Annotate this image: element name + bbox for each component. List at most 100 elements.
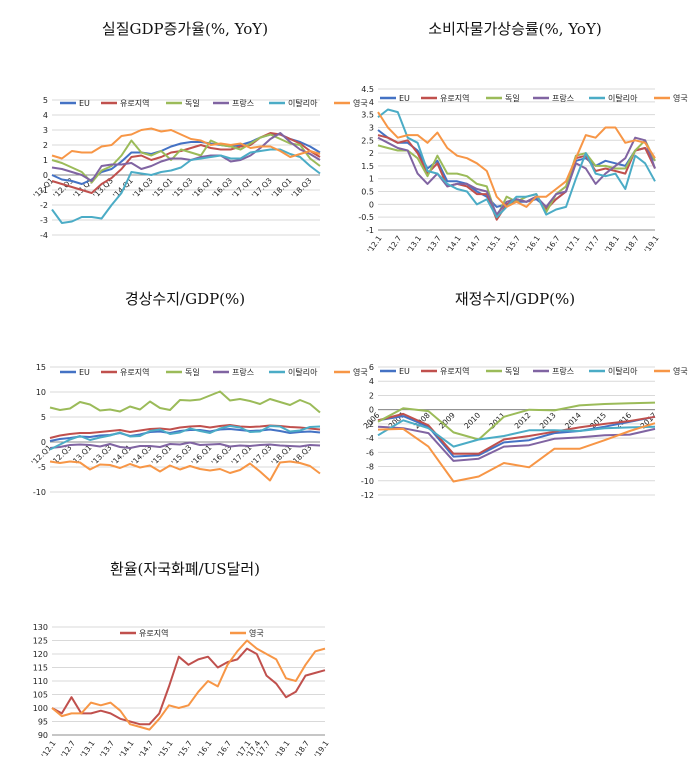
y-tick-label: 15 — [36, 363, 46, 372]
x-tick-label: '18.7 — [293, 739, 311, 760]
y-tick-label: 4 — [43, 111, 48, 120]
x-tick-label: '18.Q3 — [290, 176, 314, 200]
chart-panel-cpi: 소비자물가상승률(%, YoY) 4.5 4 3.5 3 2.5 2 1.5 1 0.5 0 -0.… — [350, 10, 687, 255]
x-tick-label: '16.Q1 — [190, 176, 214, 200]
legend-label: 독일 — [505, 94, 520, 103]
legend-label: 영국 — [353, 367, 368, 377]
y-tick-label: 4 — [369, 98, 374, 107]
legend-label: 독일 — [185, 99, 200, 108]
x-tick-label: '19.1 — [313, 739, 331, 760]
x-tick-label: '13.1 — [405, 234, 423, 255]
y-tick-label: 0 — [369, 200, 374, 209]
y-tick-label: 5 — [43, 96, 48, 105]
x-tick-label: '15.1 — [157, 739, 175, 760]
y-tick-label: -1 — [366, 226, 374, 235]
series-line-프랑스 — [51, 132, 321, 182]
series-line-독일 — [49, 390, 321, 414]
y-tick-label: 3 — [43, 126, 48, 135]
y-tick-label: -10 — [361, 477, 374, 486]
chart-panel-fiscal: 재정수지/GDP(%) 6 4 2 0 -2 -4 -6 -8 -10 -12 2006 2007 20… — [350, 280, 688, 510]
x-tick-label: '17.Q3 — [250, 176, 274, 200]
x-tick-label: '13.7 — [98, 739, 116, 760]
legend-label: EU — [399, 94, 410, 103]
legend-label: 유로지역 — [120, 367, 149, 377]
y-tick-label: -8 — [366, 463, 374, 472]
x-tick-label: '15.7 — [176, 739, 194, 760]
series-line-프랑스 — [377, 136, 656, 216]
x-tick-label: '15.Q3 — [171, 176, 195, 200]
y-tick-label: -12 — [361, 491, 374, 500]
y-tick-label: 2 — [369, 149, 374, 158]
legend-label: 이탈리아 — [608, 366, 638, 376]
x-tick-label: 2010 — [462, 411, 482, 431]
series-line-영국 — [49, 460, 321, 482]
x-tick-label: '15.Q1 — [151, 176, 175, 200]
series-line-영국 — [377, 422, 656, 483]
chart-current-account: 151050-5-10'12.Q1'12.Q3'13.Q1'13.Q3'14.Q… — [30, 363, 368, 497]
y-tick-label: 130 — [33, 623, 48, 632]
legend-label: 프랑스 — [232, 367, 254, 377]
y-tick-label: -3 — [40, 216, 48, 225]
chart-title: 실질GDP증가율(%, YoY) — [101, 20, 269, 38]
y-tick-label: 90 — [38, 731, 48, 740]
legend-label: 프랑스 — [232, 98, 254, 108]
x-tick-label: '17.1 — [563, 234, 581, 255]
x-tick-label: 2013 — [538, 411, 558, 431]
x-tick-label: '18.1 — [603, 234, 621, 255]
y-tick-label: 105 — [33, 691, 48, 700]
x-tick-label: '18.7 — [623, 234, 641, 255]
legend-label: 독일 — [185, 368, 200, 377]
legend-label: 영국 — [353, 98, 368, 108]
chart-panel-fx: 환율(자국화폐/US달러) 130 125 120 115 110 105 100 95 90 '… — [20, 550, 350, 772]
x-tick-label: '15.Q3 — [170, 443, 194, 467]
chart-panel-gdp: 실질GDP증가율(%, YoY) 5 4 3 2 1 0 -1 -2 -3 -4'12.Q1'12… — [20, 10, 368, 240]
x-tick-label: '14.7 — [464, 234, 482, 255]
x-tick-label: '18.Q1 — [270, 176, 294, 200]
series-line-독일 — [377, 401, 656, 441]
series-line-영국 — [377, 111, 656, 208]
y-tick-label: 115 — [33, 664, 48, 673]
y-tick-label: 2 — [369, 391, 374, 400]
y-tick-label: 2 — [43, 141, 48, 150]
chart-title: 환율(자국화폐/US달러) — [109, 560, 261, 578]
y-tick-label: 4 — [369, 377, 374, 386]
legend-label: 영국 — [673, 93, 688, 103]
legend-label: 이탈리아 — [288, 367, 318, 377]
y-tick-label: 95 — [38, 718, 48, 727]
y-tick-label: 4.5 — [361, 85, 374, 94]
x-tick-label: '14.1 — [445, 234, 463, 255]
y-tick-label: 110 — [33, 677, 48, 686]
x-tick-label: '12.7 — [59, 739, 77, 760]
y-tick-label: 0 — [41, 438, 46, 447]
legend-label: 이탈리아 — [608, 93, 638, 103]
series-line-이탈리아 — [377, 419, 656, 448]
x-tick-label: '19.1 — [643, 234, 661, 255]
series-line-유로지역 — [377, 412, 656, 455]
x-tick-label: '15.7 — [504, 234, 522, 255]
y-tick-label: -5 — [38, 463, 46, 472]
y-tick-label: -1 — [40, 186, 48, 195]
chart-title: 경상수지/GDP(%) — [124, 290, 246, 308]
chart-panel-current-account: 경상수지/GDP(%) 15 10 5 0 -5 -10'12.Q1'12.Q3'13.Q… — [20, 280, 368, 510]
y-tick-label: 120 — [33, 650, 48, 659]
legend-label: 유로지역 — [139, 628, 168, 638]
x-tick-label: '12.1 — [366, 234, 384, 255]
legend-label: EU — [399, 367, 410, 376]
series-line-영국 — [51, 127, 321, 160]
y-tick-label: 0.5 — [361, 188, 374, 197]
chart-title: 소비자물가상승률(%, YoY) — [428, 20, 602, 38]
series-line-EU — [377, 415, 656, 458]
legend-label: 프랑스 — [552, 93, 574, 103]
x-tick-label: '14.1 — [118, 739, 136, 760]
series-line-이탈리아 — [377, 108, 656, 219]
y-tick-label: 1.5 — [361, 162, 374, 171]
x-tick-label: '12.1 — [40, 739, 58, 760]
series-line-유로지역 — [51, 132, 321, 194]
legend-label: 유로지역 — [120, 98, 149, 108]
y-tick-label: -0.5 — [358, 213, 374, 222]
x-tick-label: '16.Q3 — [210, 176, 234, 200]
x-tick-label: '17.Q1 — [230, 176, 254, 200]
legend-label: 영국 — [249, 628, 264, 638]
x-tick-label: '15.1 — [484, 234, 502, 255]
